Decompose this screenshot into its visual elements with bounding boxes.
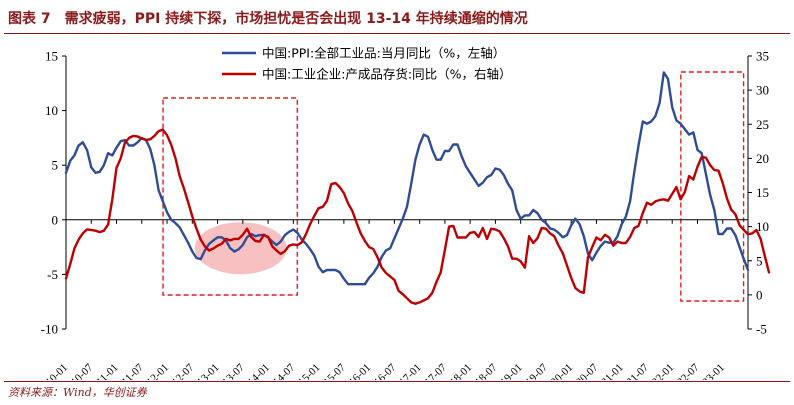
x-axis-tick-label: 18-07 xyxy=(473,361,500,380)
left-axis-tick-label: 5 xyxy=(52,158,59,173)
x-axis-tick-label: 10-01 xyxy=(43,362,70,380)
right-axis-tick-label: 20 xyxy=(756,151,769,166)
inventory-series-line xyxy=(64,128,771,305)
right-axis-tick-label: 5 xyxy=(756,253,763,268)
x-axis-tick-label: 17-07 xyxy=(422,361,449,380)
figure-title: 图表 7 需求疲弱，PPI 持续下探，市场担忧是否会出现 13-14 年持续通缩… xyxy=(8,11,528,27)
right-axis-tick-label: 25 xyxy=(756,117,769,132)
legend-label-ppi: 中国:PPI:全部工业品:当月同比（%，左轴） xyxy=(262,46,505,61)
annotation-dashed-box xyxy=(680,71,745,302)
x-axis-tick-label: 14-01 xyxy=(246,362,273,380)
x-axis-tick-label: 16-07 xyxy=(372,361,399,380)
right-axis-tick-label: -5 xyxy=(756,322,767,337)
x-axis-tick-label: 21-01 xyxy=(599,362,626,380)
source-rule xyxy=(4,381,790,382)
x-axis-tick-label: 10-07 xyxy=(69,361,96,380)
right-axis-tick-label: 10 xyxy=(756,219,769,234)
left-axis-tick-label: 15 xyxy=(45,49,58,64)
left-axis-tick-label: -10 xyxy=(41,322,58,337)
legend-label-inventory: 中国:工业企业:产成品存货:同比（%，右轴） xyxy=(262,67,512,82)
x-axis-tick-label: 11-01 xyxy=(94,362,120,380)
left-axis-tick-label: -5 xyxy=(47,267,58,282)
axes-layer: -10-5051015-50510152025303510-0110-0711-… xyxy=(41,49,769,381)
x-axis-tick-label: 15-01 xyxy=(296,362,323,380)
x-axis-tick-label: 20-07 xyxy=(574,361,601,380)
x-axis-tick-label: 13-01 xyxy=(195,362,222,380)
x-axis-tick-label: 20-01 xyxy=(549,362,576,380)
x-axis-tick-label: 14-07 xyxy=(271,361,298,380)
ppi-series-line xyxy=(64,71,750,286)
right-axis-tick-label: 35 xyxy=(756,49,769,64)
right-axis-tick-label: 30 xyxy=(756,83,769,98)
left-axis-tick-label: 10 xyxy=(45,103,58,118)
x-axis-tick-label: 12-01 xyxy=(145,362,172,380)
x-axis-tick-label: 11-07 xyxy=(120,361,147,380)
right-axis-tick-label: 15 xyxy=(756,185,769,200)
x-axis-tick-label: 22-01 xyxy=(650,362,677,380)
x-axis-tick-label: 21-07 xyxy=(624,361,651,380)
x-axis-tick-label: 19-01 xyxy=(498,362,525,380)
annotations-layer xyxy=(162,71,745,302)
annotation-dashed-box xyxy=(162,97,299,296)
title-rule xyxy=(4,33,790,34)
right-axis-tick-label: 0 xyxy=(756,287,763,302)
legend: 中国:PPI:全部工业品:当月同比（%，左轴） 中国:工业企业:产成品存货:同比（… xyxy=(222,46,512,82)
x-axis-tick-label: 17-01 xyxy=(397,362,424,380)
series-layer xyxy=(64,71,771,305)
x-axis-tick-label: 15-07 xyxy=(321,361,348,380)
x-axis-tick-label: 19-07 xyxy=(523,361,550,380)
dual-axis-line-chart: -10-5051015-50510152025303510-0110-0711-… xyxy=(41,46,771,381)
x-axis-tick-label: 12-07 xyxy=(170,361,197,380)
x-axis-tick-label: 16-01 xyxy=(347,362,374,380)
left-axis-tick-label: 0 xyxy=(52,212,59,227)
x-axis-tick-label: 13-07 xyxy=(220,361,247,380)
source-note: 资料来源：Wind，华创证券 xyxy=(8,386,147,399)
x-axis-tick-label: 18-01 xyxy=(448,362,475,380)
x-axis-tick-label: 22-07 xyxy=(675,361,702,380)
x-axis-tick-label: 23-01 xyxy=(700,362,727,380)
